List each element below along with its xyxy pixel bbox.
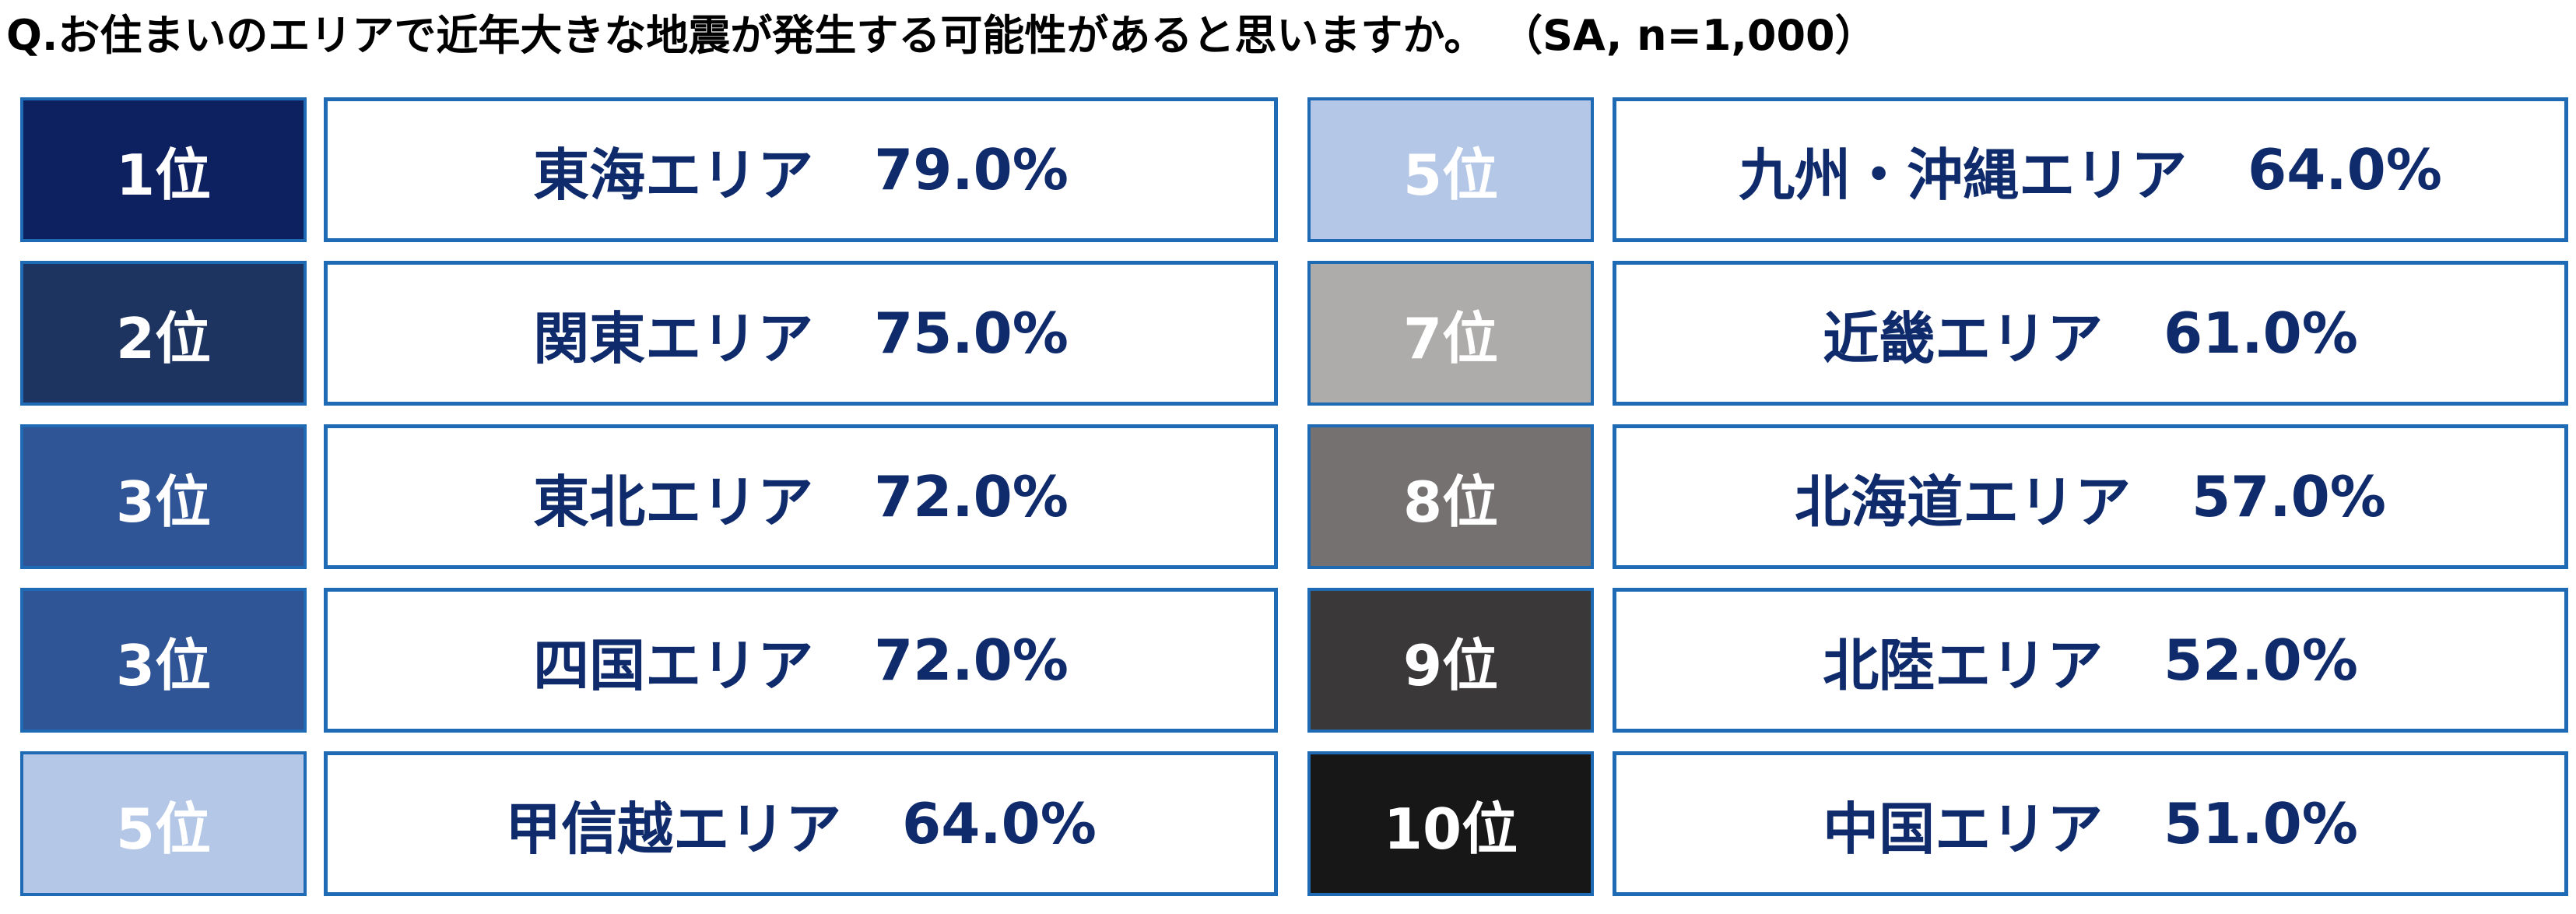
area-name: 東海エリア bbox=[533, 142, 814, 208]
chart-title: Q.お住まいのエリアで近年大きな地震が発生する可能性があると思いますか。 （SA… bbox=[6, 11, 1877, 60]
area-percentage: 75.0% bbox=[874, 301, 1069, 366]
area-cell: 東北エリア 72.0% bbox=[324, 424, 1278, 569]
rank-badge: 2位 bbox=[20, 261, 307, 406]
rank-badge: 1位 bbox=[20, 97, 307, 242]
area-percentage: 52.0% bbox=[2164, 627, 2358, 693]
area-cell: 北海道エリア 57.0% bbox=[1613, 424, 2568, 569]
area-name: 関東エリア bbox=[533, 305, 814, 371]
area-name: 北海道エリア bbox=[1795, 469, 2132, 535]
rank-badge: 10位 bbox=[1307, 751, 1594, 896]
rank-badge: 3位 bbox=[20, 588, 307, 733]
rank-badge: 9位 bbox=[1307, 588, 1594, 733]
rank-badge: 3位 bbox=[20, 424, 307, 569]
area-cell: 関東エリア 75.0% bbox=[324, 261, 1278, 406]
area-name: 東北エリア bbox=[533, 469, 814, 535]
rank-badge: 5位 bbox=[1307, 97, 1594, 242]
area-cell: 甲信越エリア 64.0% bbox=[324, 751, 1278, 896]
rank-badge: 5位 bbox=[20, 751, 307, 896]
area-percentage: 61.0% bbox=[2164, 301, 2358, 366]
area-cell: 九州・沖縄エリア 64.0% bbox=[1613, 97, 2568, 242]
area-percentage: 51.0% bbox=[2164, 791, 2358, 856]
rank-badge: 8位 bbox=[1307, 424, 1594, 569]
area-percentage: 64.0% bbox=[2248, 137, 2442, 202]
area-percentage: 72.0% bbox=[874, 464, 1069, 529]
rank-badge: 7位 bbox=[1307, 261, 1594, 406]
area-percentage: 57.0% bbox=[2192, 464, 2386, 529]
area-name: 甲信越エリア bbox=[505, 796, 842, 862]
area-cell: 四国エリア 72.0% bbox=[324, 588, 1278, 733]
area-percentage: 72.0% bbox=[874, 627, 1069, 693]
area-cell: 中国エリア 51.0% bbox=[1613, 751, 2568, 896]
area-name: 中国エリア bbox=[1823, 796, 2104, 862]
area-percentage: 79.0% bbox=[874, 137, 1069, 202]
area-name: 四国エリア bbox=[533, 632, 814, 698]
area-cell: 東海エリア 79.0% bbox=[324, 97, 1278, 242]
area-name: 北陸エリア bbox=[1823, 632, 2104, 698]
area-cell: 近畿エリア 61.0% bbox=[1613, 261, 2568, 406]
area-percentage: 64.0% bbox=[902, 791, 1097, 856]
area-name: 九州・沖縄エリア bbox=[1739, 142, 2188, 208]
area-name: 近畿エリア bbox=[1823, 305, 2104, 371]
area-cell: 北陸エリア 52.0% bbox=[1613, 588, 2568, 733]
